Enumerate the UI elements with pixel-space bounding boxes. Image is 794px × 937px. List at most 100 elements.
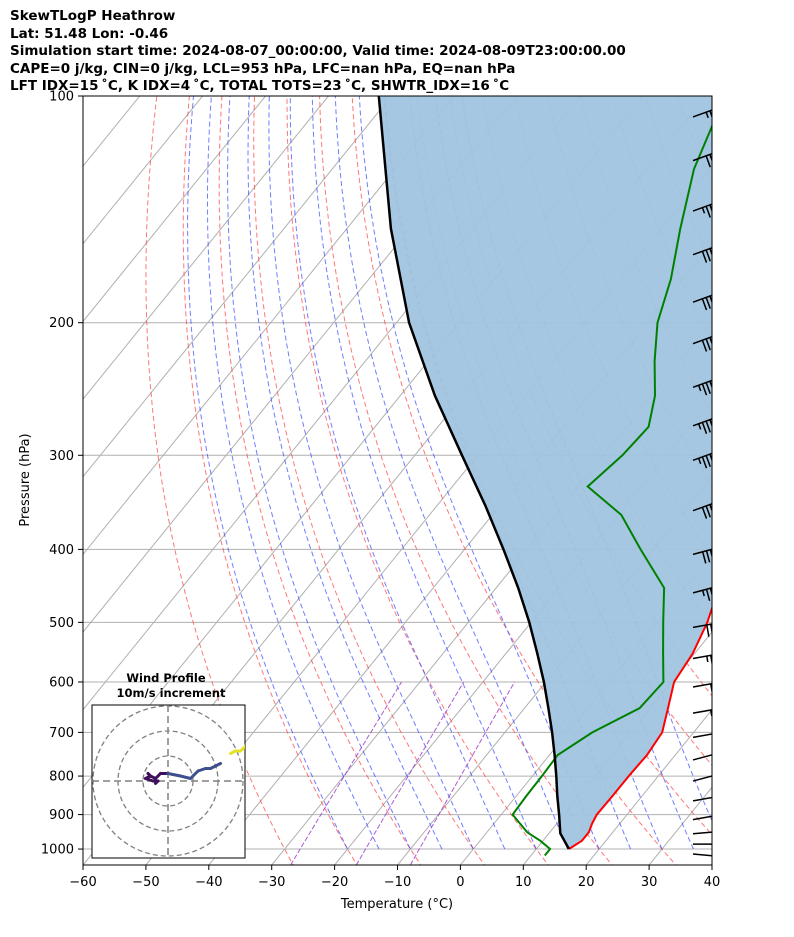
wind-barb-half-flag <box>705 111 709 119</box>
x-tick-label: −60 <box>69 875 96 890</box>
moist-adiabat-line <box>289 96 506 850</box>
dry-adiabat-line <box>286 96 549 865</box>
wind-barb-flag <box>714 153 718 164</box>
x-tick-label: 40 <box>704 875 721 890</box>
wind-barb-flag <box>706 624 710 637</box>
wind-barb-flag <box>726 681 728 693</box>
wind-barb-staff <box>692 815 712 821</box>
wind-barb-flag <box>725 376 729 387</box>
wind-barb-flag <box>701 551 707 564</box>
wind-barb-flag <box>719 682 721 694</box>
x-tick-label: −40 <box>195 875 222 890</box>
wind-barb-flag <box>714 295 718 306</box>
wind-barb-flag <box>715 734 717 746</box>
indices-line-2: LFT IDX=15 ˚C, K IDX=4 ˚C, TOTAL TOTS=23… <box>10 78 510 94</box>
wind-barb <box>693 843 712 845</box>
wind-barb-flag <box>718 774 721 786</box>
wind-barb-half-flag <box>715 816 716 822</box>
dry-adiabat-line <box>709 96 712 102</box>
cape-cin-shading <box>378 96 712 849</box>
wind-barb-flag <box>717 293 721 304</box>
hodograph-trace-segment-upper <box>239 744 245 753</box>
y-tick-label: 800 <box>49 770 74 785</box>
isotherm-line <box>83 96 455 556</box>
wind-barb-flag <box>719 832 720 844</box>
wind-barb-flag <box>723 732 725 744</box>
wind-barb-flag <box>721 107 725 118</box>
simulation-time-label: Simulation start time: 2024-08-07_00:00:… <box>10 43 626 59</box>
hodograph-trace-segment <box>189 769 200 780</box>
mixing-ratio-line <box>290 681 402 865</box>
hodograph-trace-segment <box>179 774 192 780</box>
hodograph-trace-segment <box>166 772 182 778</box>
wind-barb-flag <box>721 150 725 161</box>
wind-barb-flag <box>717 502 721 513</box>
dry-adiabat-line <box>769 79 794 868</box>
x-tick-label: −30 <box>258 875 285 890</box>
y-tick-label: 600 <box>49 675 74 690</box>
wind-barb-flag <box>726 751 729 763</box>
wind-barb-flag <box>705 455 711 468</box>
wind-barb-flag <box>717 152 721 163</box>
mixing-ratio-line <box>409 681 516 865</box>
wind-barb-flag <box>705 249 711 262</box>
mixing-ratio-line <box>355 681 465 865</box>
wind-barb-flag <box>701 456 708 469</box>
moist-adiabat-line <box>311 96 537 850</box>
wind-barb-flag <box>717 378 721 389</box>
y-tick-label: 900 <box>49 808 74 823</box>
wind-barb-flag <box>726 772 729 784</box>
wind-barb-flag <box>714 418 718 429</box>
wind-barb-flag <box>726 731 728 743</box>
y-tick-label: 1000 <box>41 843 74 858</box>
wind-barb-flag <box>723 814 725 826</box>
x-tick-label: −20 <box>321 875 348 890</box>
wind-barb-flag <box>725 243 729 254</box>
wind-barb-flag <box>725 149 729 160</box>
wind-barb-flag <box>726 546 729 558</box>
chart-title-block: SkewTLogP Heathrow Lat: 51.48 Lon: -0.46… <box>10 8 626 96</box>
isotherm-line <box>83 96 330 400</box>
wind-barb-flag <box>719 796 721 808</box>
wind-barb-flag <box>714 247 718 258</box>
hodograph-plot-area <box>92 705 245 858</box>
wind-barb-flag <box>705 297 711 309</box>
indices-line-1: CAPE=0 j/kg, CIN=0 j/kg, LCL=953 hPa, LF… <box>10 60 516 77</box>
wind-barb <box>692 708 725 720</box>
wind-barb-staff <box>692 623 712 629</box>
wind-barb-flag <box>701 339 708 352</box>
x-axis-label-unit: C) <box>439 897 453 912</box>
wind-barb-flag <box>725 291 729 302</box>
wind-barb-flag <box>723 796 725 808</box>
x-axis-label-degree: ° <box>432 897 439 912</box>
isotherm-line <box>396 475 712 865</box>
wind-barb-staff <box>692 853 712 857</box>
temperature-profile-line <box>568 605 712 850</box>
y-tick-label: 500 <box>49 616 74 631</box>
wind-barb-flag <box>714 754 717 766</box>
y-tick-label: 400 <box>49 543 74 558</box>
wind-barb-flag <box>705 589 711 602</box>
wind-barb <box>692 796 725 808</box>
wind-barb-flag <box>719 733 721 745</box>
wind-barb-staff <box>692 682 712 688</box>
wind-barb-flag <box>715 624 717 636</box>
wind-barb <box>692 751 729 766</box>
x-tick-label: 20 <box>578 875 595 890</box>
wind-barb-flag <box>723 708 725 720</box>
wind-barb-flag <box>721 450 725 461</box>
y-tick-label: 700 <box>49 726 74 741</box>
moist-adiabat-line <box>187 96 348 850</box>
wind-barb-half-flag <box>701 590 705 597</box>
wind-barb <box>692 449 729 469</box>
wind-barb-flag <box>726 621 728 633</box>
isotherm-line <box>763 62 794 881</box>
wind-barb-flag <box>725 449 729 460</box>
wind-barb-flag <box>717 202 721 213</box>
wind-barb-flag <box>717 451 721 462</box>
wind-barb-flag <box>717 108 721 119</box>
x-tick-label: 10 <box>515 875 532 890</box>
moist-adiabat-line <box>247 96 443 850</box>
wind-barb-flag <box>723 682 725 694</box>
